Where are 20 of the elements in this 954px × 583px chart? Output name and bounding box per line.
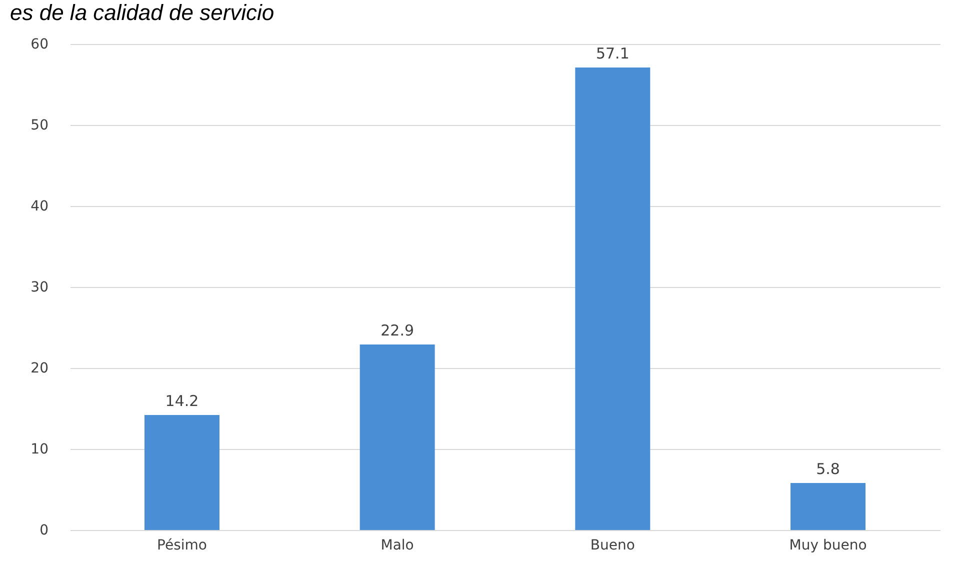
chart-title: es de la calidad de servicio [10,0,274,25]
y-tick-label: 40 [30,198,48,214]
x-tick-label: Bueno [590,538,635,554]
y-tick-label: 20 [30,360,48,376]
data-label: 22.9 [380,322,414,340]
y-tick-label: 0 [40,522,48,538]
x-tick-label: Pésimo [157,538,207,554]
bar [790,483,866,530]
y-tick-label: 10 [30,442,48,458]
y-tick-label: 60 [30,36,48,52]
x-tick-label: Malo [380,538,414,554]
x-tick-label: Muy bueno [789,538,867,554]
bar [144,414,220,530]
bar [360,344,435,530]
bar [575,67,650,530]
data-label: 57.1 [596,44,630,62]
data-label: 5.8 [816,460,840,478]
data-label: 14.2 [165,392,199,410]
y-tick-label: 50 [30,118,48,134]
y-tick-label: 30 [30,280,48,296]
